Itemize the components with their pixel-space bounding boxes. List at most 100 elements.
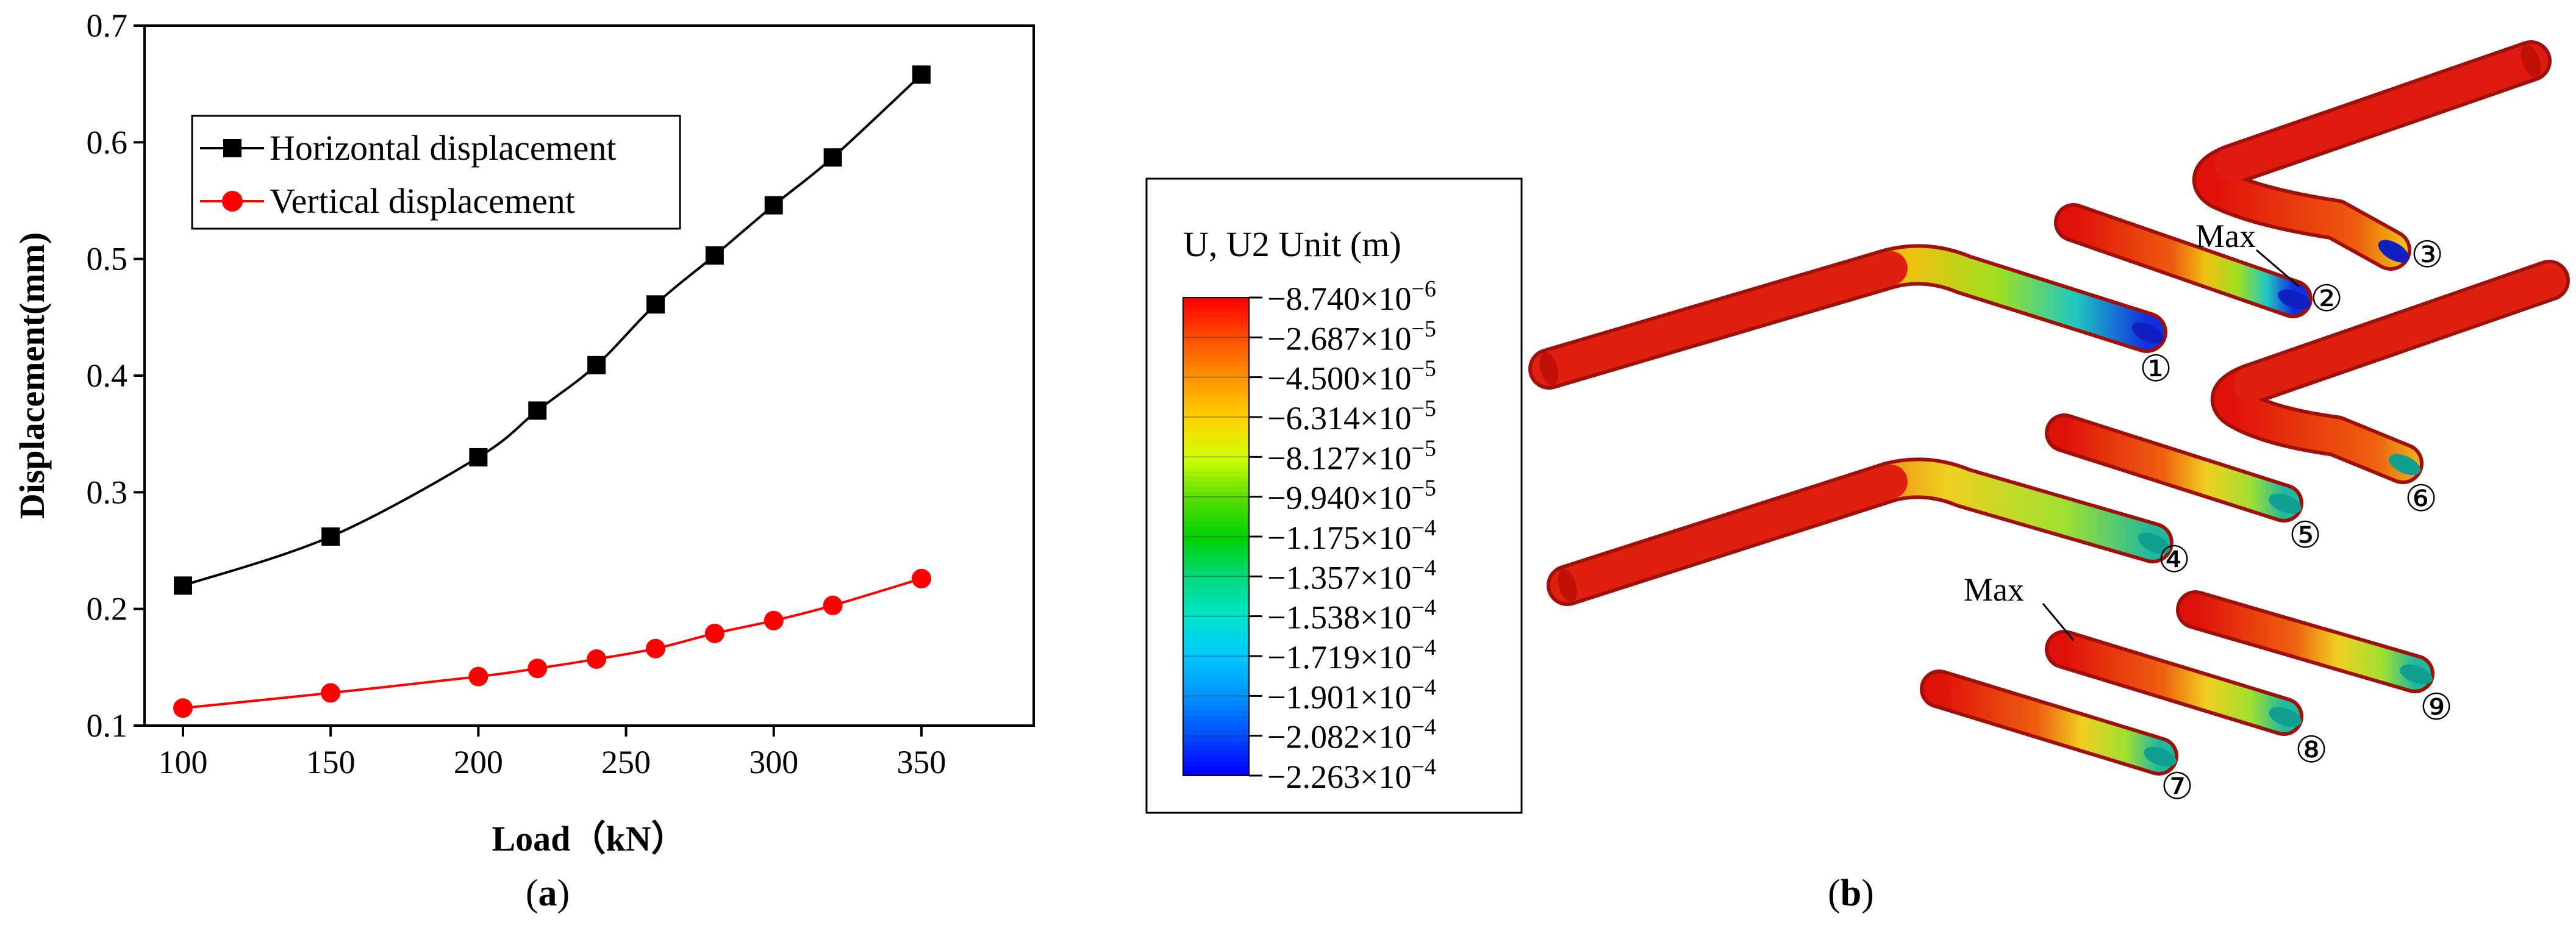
y-tick-label: 0.7: [87, 7, 128, 44]
chart-legend: Horizontal displacement Vertical displac…: [191, 115, 681, 230]
legend-marker-horizontal: [223, 139, 242, 157]
contour-band: [1183, 556, 1249, 562]
contour-band: [1183, 721, 1249, 727]
contour-band: [1183, 402, 1249, 408]
pipe-8: [2045, 630, 2303, 736]
contour-band: [1183, 447, 1249, 453]
contour-band: [1183, 561, 1249, 567]
contour-band: [1183, 462, 1249, 468]
contour-band: [1183, 546, 1249, 552]
caption-b: (b): [1828, 873, 1874, 914]
series-line: [182, 577, 922, 710]
y-tick-label: 0.4: [87, 357, 128, 394]
data-point-square: [646, 295, 665, 314]
contour-band: [1183, 496, 1249, 502]
pipe-7: [1920, 669, 2178, 776]
contour-band: [1183, 581, 1249, 587]
y-tick-label: 0.5: [87, 241, 128, 277]
contour-band: [1183, 760, 1249, 766]
contour-band: [1183, 531, 1249, 537]
max-leader-top: [2256, 249, 2300, 288]
caption-b-letter: b: [1840, 873, 1862, 914]
pipe-label-5: ⑤: [2289, 515, 2322, 555]
contour-band: [1183, 686, 1249, 692]
contour-band: [1183, 616, 1249, 622]
contour-band: [1183, 397, 1249, 403]
x-tick-label: 150: [306, 744, 356, 780]
data-point-square: [823, 148, 842, 167]
contour-band: [1183, 636, 1249, 642]
contour-band: [1183, 387, 1249, 393]
contour-band: [1183, 432, 1249, 438]
contour-value-label: −1.719×10−4: [1267, 635, 1436, 676]
contour-value-label: −4.500×10−5: [1267, 356, 1436, 397]
contour-band: [1183, 521, 1249, 527]
pipe-3: [2192, 40, 2552, 271]
contour-band: [1183, 382, 1249, 388]
pipe-label-9: ⑨: [2420, 687, 2453, 727]
x-tick-label: 200: [454, 744, 503, 780]
contour-band: [1183, 631, 1249, 637]
contour-band: [1183, 621, 1249, 627]
contour-band: [1183, 656, 1249, 662]
contour-band: [1183, 586, 1249, 592]
contour-band: [1183, 302, 1249, 309]
contour-band: [1183, 392, 1249, 398]
contour-band: [1183, 512, 1249, 518]
contour-value-label: −1.901×10−4: [1267, 674, 1436, 715]
contour-band: [1183, 611, 1249, 617]
axis-ticks: 100 150 200 250 300 350 0.1 0.2 0.3 0.4 0.5 0.6 0.7: [87, 7, 946, 780]
contour-value-label: −2.687×10−5: [1267, 316, 1436, 357]
y-tick-label: 0.1: [87, 707, 128, 744]
contour-band: [1183, 726, 1249, 732]
contour-band: [1183, 516, 1249, 523]
max-leader-bottom: [2042, 603, 2075, 641]
contour-band: [1183, 596, 1249, 602]
contour-band: [1183, 751, 1249, 757]
contour-band: [1183, 477, 1249, 483]
pipe-6: [2210, 260, 2570, 484]
data-point-circle: [468, 666, 488, 687]
max-label-bottom: Max: [1964, 571, 2024, 608]
contour-band: [1183, 526, 1249, 532]
contour-band: [1183, 437, 1249, 443]
contour-band: [1183, 501, 1249, 507]
contour-band: [1183, 357, 1249, 363]
contour-band: [1183, 491, 1249, 498]
pipe-1: [1528, 244, 2167, 390]
pipe-label-6: ⑥: [2405, 479, 2438, 519]
legend-box: [191, 115, 681, 230]
contour-value-label: −8.127×10−5: [1267, 435, 1436, 476]
contour-value-labels: −8.740×10−6−2.687×10−5−4.500×10−5−6.314×…: [1249, 276, 1436, 795]
contour-band: [1183, 551, 1249, 557]
data-point-circle: [911, 568, 931, 588]
contour-value-label: −2.082×10−4: [1267, 715, 1436, 755]
data-point-square: [705, 246, 724, 265]
contour-band: [1183, 487, 1249, 493]
caption-a: (a): [525, 873, 570, 914]
x-tick-label: 350: [896, 744, 946, 780]
contour-band: [1183, 696, 1249, 702]
pipe-label-8: ⑧: [2295, 730, 2328, 770]
contour-value-label: −8.740×10−6: [1267, 276, 1436, 317]
contour-band: [1183, 705, 1249, 712]
y-tick-label: 0.3: [87, 474, 128, 510]
pipe-label-1: ①: [2139, 349, 2172, 389]
contour-band: [1183, 666, 1249, 672]
pipe-2: [2054, 203, 2313, 318]
pipe-9: [2176, 590, 2435, 693]
contour-band: [1183, 730, 1249, 737]
contour-band: [1183, 307, 1249, 313]
contour-band: [1183, 746, 1249, 752]
y-tick-label: 0.2: [87, 591, 128, 627]
contour-band: [1183, 701, 1249, 707]
contour-band: [1183, 377, 1249, 383]
contour-band: [1183, 680, 1249, 687]
data-point-square: [528, 401, 547, 420]
y-axis-label: Displacement(mm): [12, 232, 52, 519]
contour-band: [1183, 651, 1249, 657]
contour-band: [1183, 646, 1249, 652]
series-layer: [173, 65, 931, 718]
series-line: [182, 73, 923, 587]
contour-legend-title: U, U2 Unit (m): [1183, 224, 1401, 264]
